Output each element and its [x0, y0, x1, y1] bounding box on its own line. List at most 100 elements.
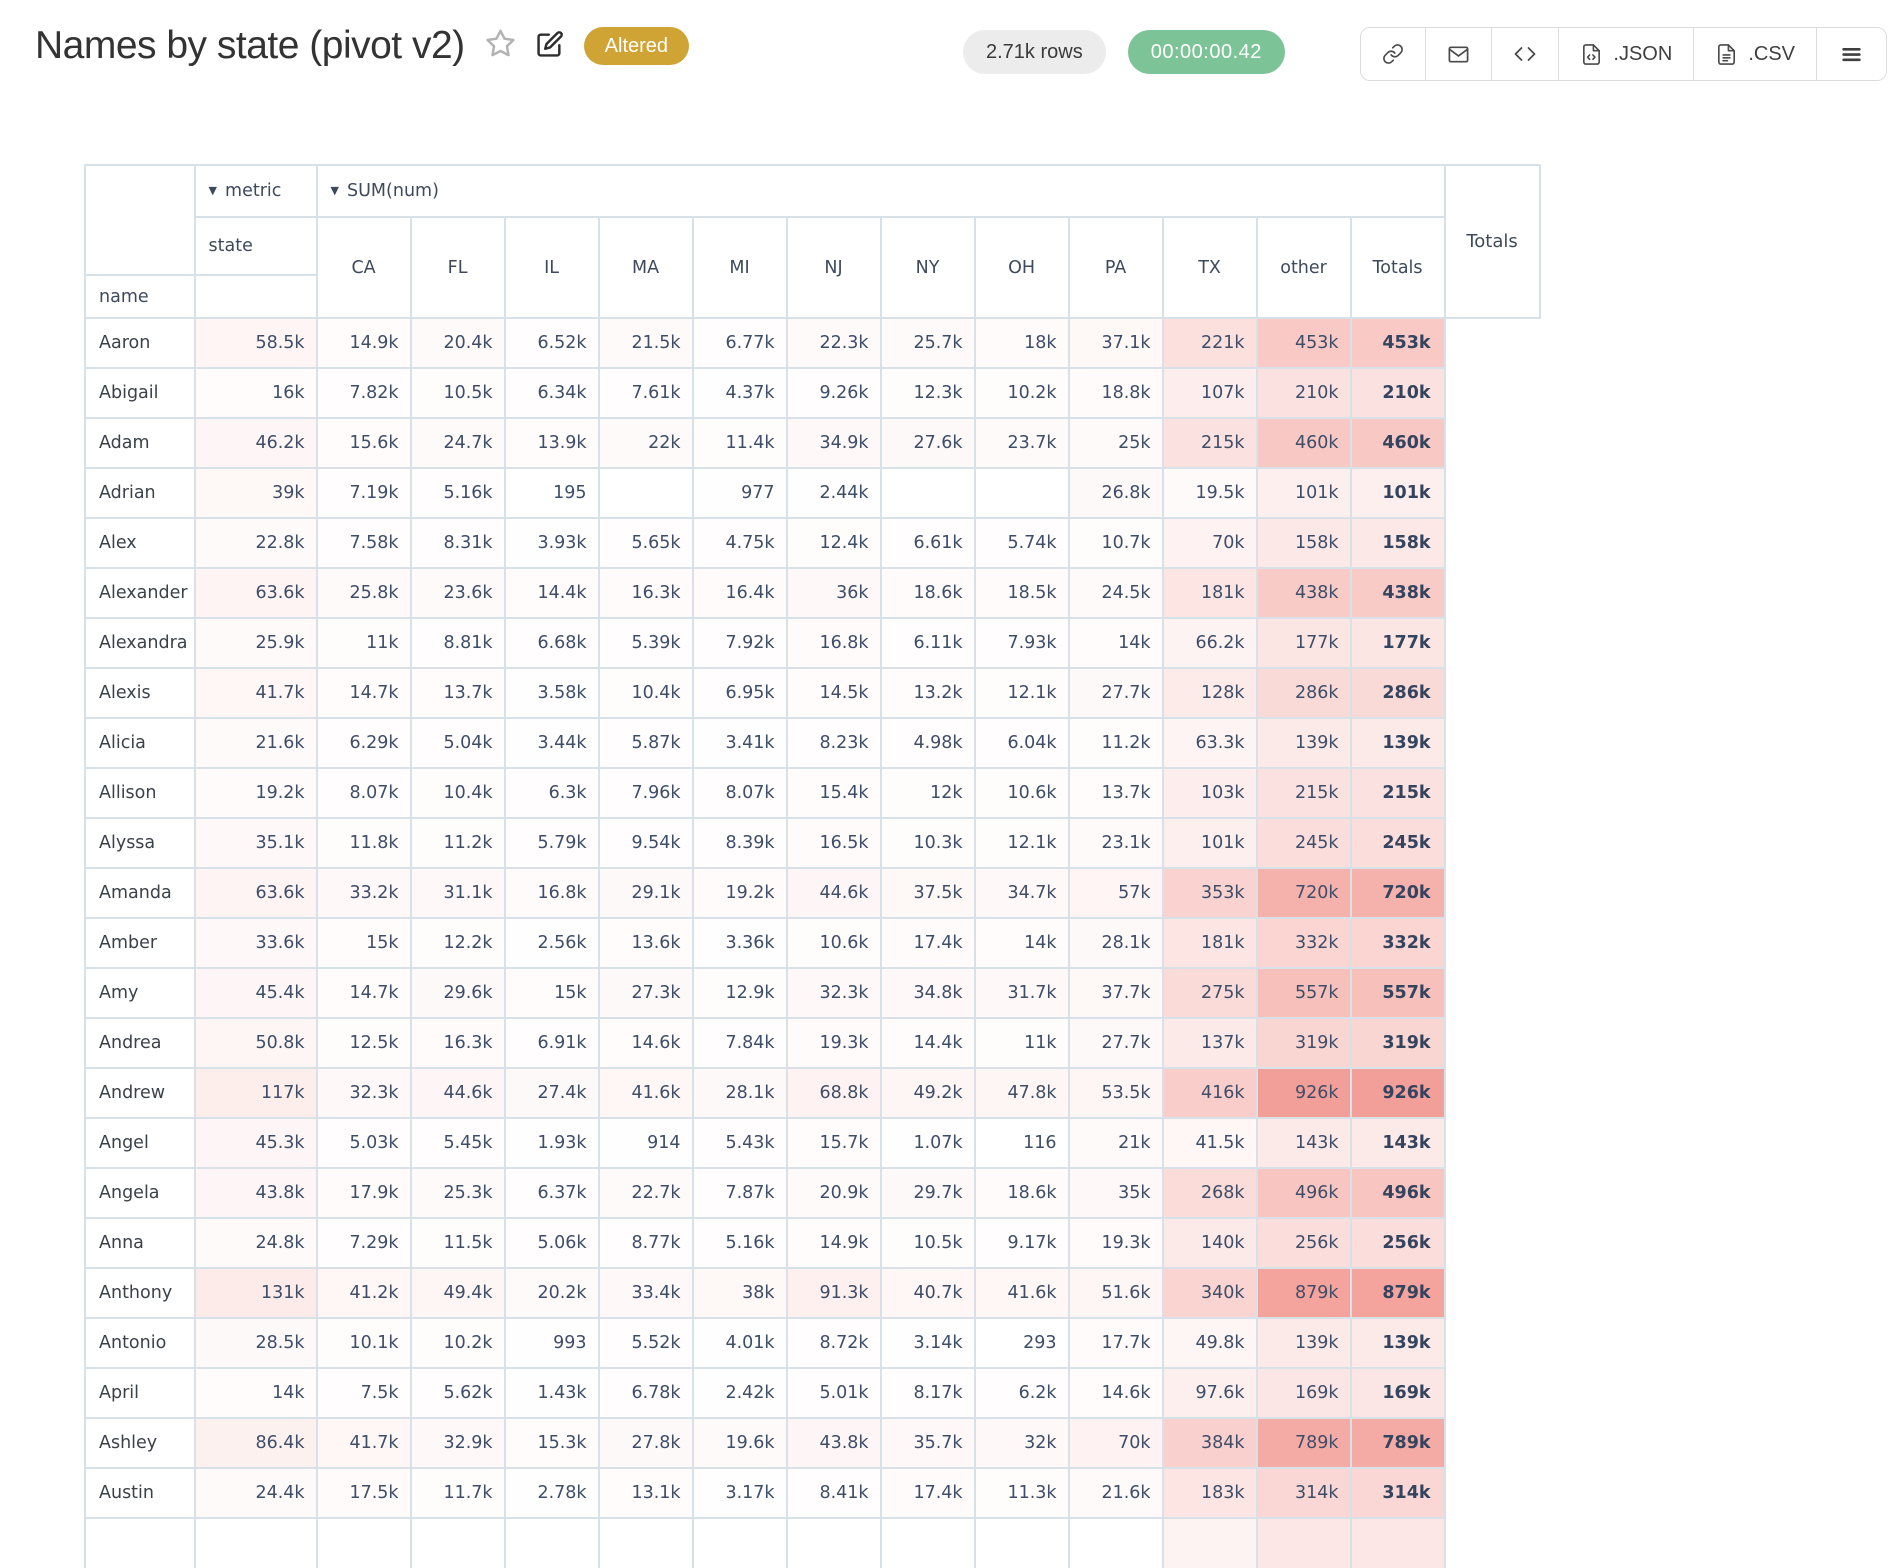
- value-cell: 416k: [1161, 1067, 1258, 1119]
- value-cell: 17.4k: [879, 917, 976, 969]
- embed-code-button[interactable]: [1491, 28, 1559, 80]
- value-cell: 41.6k: [597, 1067, 694, 1119]
- state-header: state: [193, 216, 318, 276]
- edit-query-button[interactable]: [536, 30, 564, 63]
- value-cell: 27.3k: [597, 967, 694, 1019]
- value-cell: 25.3k: [409, 1167, 506, 1219]
- table-row: Alicia 21.6k 6.29k 5.04k 3.44k 5.87k 3.41k 8.23…: [84, 717, 1540, 769]
- value-cell: 1.93k: [503, 1117, 600, 1169]
- value-cell: 3.44k: [503, 717, 600, 769]
- value-cell: 10.6k: [785, 917, 882, 969]
- value-cell: 10.5k: [879, 1217, 976, 1269]
- value-cell: 63.6k: [193, 867, 318, 919]
- grand-total-cell: 101k: [1349, 467, 1446, 519]
- grand-total-cell: 286k: [1349, 667, 1446, 719]
- value-cell: [597, 467, 694, 519]
- value-cell: 15.7k: [785, 1117, 882, 1169]
- value-cell: [315, 1517, 412, 1568]
- value-cell: 27.7k: [1067, 667, 1164, 719]
- row-name-cell: Andrew: [84, 1067, 196, 1119]
- grand-total-cell: 139k: [1349, 1317, 1446, 1369]
- value-cell: 8.72k: [785, 1317, 882, 1369]
- value-cell: 18.6k: [973, 1167, 1070, 1219]
- metric-dropdown[interactable]: ▼ metric: [193, 164, 318, 218]
- value-cell: 16.8k: [503, 867, 600, 919]
- value-cell: 33.2k: [315, 867, 412, 919]
- value-cell: 20.2k: [503, 1267, 600, 1319]
- value-cell: 8.39k: [691, 817, 788, 869]
- dropdown-caret-icon: ▼: [330, 184, 340, 197]
- value-cell: 6.95k: [691, 667, 788, 719]
- value-cell: 34.7k: [973, 867, 1070, 919]
- value-cell: 27.7k: [1067, 1017, 1164, 1069]
- code-icon: [1513, 42, 1537, 66]
- download-csv-button[interactable]: .CSV: [1693, 28, 1816, 80]
- table-row: Aaron 58.5k 14.9k 20.4k 6.52k 21.5k 6.77k 22.3k…: [84, 317, 1540, 369]
- value-cell: 45.4k: [193, 967, 318, 1019]
- value-cell: 7.82k: [315, 367, 412, 419]
- value-cell: 3.36k: [691, 917, 788, 969]
- table-row: Ashley 86.4k 41.7k 32.9k 15.3k 27.8k 19.6k 43.8…: [84, 1417, 1540, 1469]
- more-menu-button[interactable]: [1816, 28, 1886, 80]
- value-cell: 18.8k: [1067, 367, 1164, 419]
- value-cell: 10.1k: [315, 1317, 412, 1369]
- row-count-pill: 2.71k rows: [963, 30, 1106, 74]
- value-cell: [503, 1517, 600, 1568]
- value-cell: 8.31k: [409, 517, 506, 569]
- value-cell: 18.5k: [973, 567, 1070, 619]
- grand-total-cell: 879k: [1349, 1267, 1446, 1319]
- value-cell: 6.78k: [597, 1367, 694, 1419]
- value-cell: 40.7k: [879, 1267, 976, 1319]
- column-header-tx: TX: [1161, 216, 1258, 319]
- row-name-cell: Alexis: [84, 667, 196, 719]
- column-header-oh: OH: [973, 216, 1070, 319]
- download-json-button[interactable]: .JSON: [1558, 28, 1694, 80]
- value-cell: 7.19k: [315, 467, 412, 519]
- table-row: Alex 22.8k 7.58k 8.31k 3.93k 5.65k 4.75k 12.4k 6…: [84, 517, 1540, 569]
- value-cell: 53.5k: [1067, 1067, 1164, 1119]
- value-cell: 128k: [1161, 667, 1258, 719]
- value-cell: 14.7k: [315, 967, 412, 1019]
- grand-total-cell: 332k: [1349, 917, 1446, 969]
- value-cell: 6.77k: [691, 317, 788, 369]
- value-cell: 1.43k: [503, 1367, 600, 1419]
- value-cell: [597, 1517, 694, 1568]
- value-cell: 51.6k: [1067, 1267, 1164, 1319]
- value-cell: 32.9k: [409, 1417, 506, 1469]
- value-cell: 14.6k: [597, 1017, 694, 1069]
- grand-total-cell: 169k: [1349, 1367, 1446, 1419]
- value-cell: [193, 1517, 318, 1568]
- value-cell: 27.6k: [879, 417, 976, 469]
- row-name-cell: [84, 1517, 196, 1568]
- value-cell: 5.87k: [597, 717, 694, 769]
- value-cell: 50.8k: [193, 1017, 318, 1069]
- table-row: Adam 46.2k 15.6k 24.7k 13.9k 22k 11.4k 34.9k 27.…: [84, 417, 1540, 469]
- table-row: Austin 24.4k 17.5k 11.7k 2.78k 13.1k 3.17k 8.41…: [84, 1467, 1540, 1519]
- row-name-cell: Antonio: [84, 1317, 196, 1369]
- email-report-button[interactable]: [1425, 28, 1492, 80]
- corner-cell: [84, 164, 196, 276]
- value-cell: 9.26k: [785, 367, 882, 419]
- value-cell: 6.91k: [503, 1017, 600, 1069]
- value-cell: 5.74k: [973, 517, 1070, 569]
- value-cell: 17.5k: [315, 1467, 412, 1519]
- value-cell: 1.07k: [879, 1117, 976, 1169]
- share-link-button[interactable]: [1361, 28, 1426, 80]
- grand-total-cell: 256k: [1349, 1217, 1446, 1269]
- value-cell: 37.1k: [1067, 317, 1164, 369]
- value-cell: 720k: [1255, 867, 1352, 919]
- value-cell: 66.2k: [1161, 617, 1258, 669]
- value-cell: 139k: [1255, 1317, 1352, 1369]
- sum-num-dropdown[interactable]: ▼ SUM(num): [315, 164, 1446, 218]
- value-cell: 879k: [1255, 1267, 1352, 1319]
- value-cell: 14.7k: [315, 667, 412, 719]
- table-row: [84, 1517, 1540, 1568]
- star-icon: [485, 28, 516, 64]
- column-header-ma: MA: [597, 216, 694, 319]
- value-cell: [973, 467, 1070, 519]
- favorite-star-button[interactable]: [485, 28, 516, 64]
- value-cell: 91.3k: [785, 1267, 882, 1319]
- value-cell: 70k: [1161, 517, 1258, 569]
- value-cell: [879, 467, 976, 519]
- value-cell: 926k: [1255, 1067, 1352, 1119]
